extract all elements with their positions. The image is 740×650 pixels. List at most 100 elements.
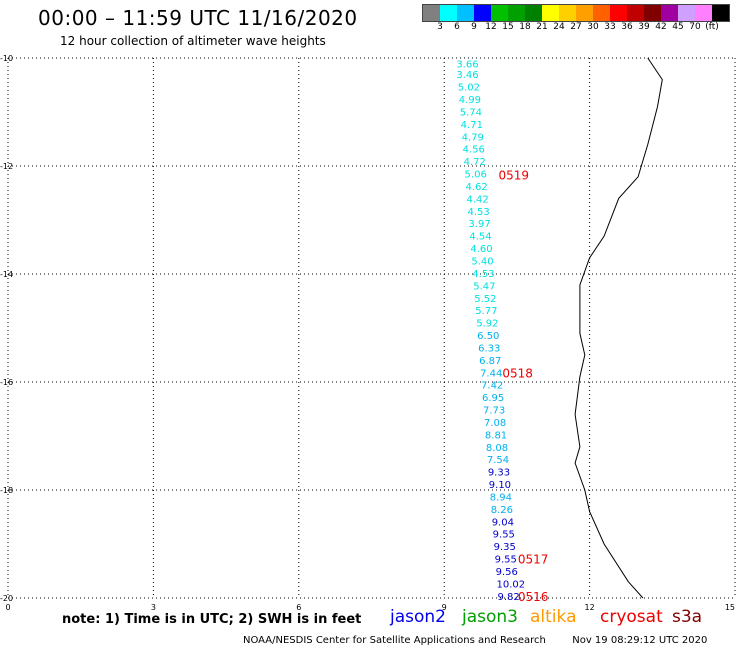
color-swatch xyxy=(423,5,440,21)
latitude-tick-label: -12 xyxy=(0,162,13,171)
swh-value: 4.53 xyxy=(472,269,494,280)
latitude-tick-label: -10 xyxy=(0,54,13,63)
swh-value: 6.33 xyxy=(478,343,500,354)
color-scale-label: 27 xyxy=(570,22,582,32)
grid-lines xyxy=(7,57,736,599)
color-swatch xyxy=(508,5,525,21)
longitude-tick-label: 12 xyxy=(585,603,595,612)
swh-value: 9.35 xyxy=(494,542,516,553)
pass-time-label: 0516 xyxy=(518,590,549,604)
generated-timestamp: Nov 19 08:29:12 UTC 2020 xyxy=(572,635,708,646)
satellite-s3a: s3a xyxy=(672,607,703,627)
swh-value: 4.72 xyxy=(464,157,486,168)
coastline xyxy=(574,57,663,599)
swh-value: 7.08 xyxy=(484,418,506,429)
swh-value: 7.42 xyxy=(481,381,503,392)
color-scale-label: 15 xyxy=(502,22,514,32)
latitude-tick-label: -20 xyxy=(0,594,13,603)
pass-time-label: 0517 xyxy=(518,553,549,567)
swh-value: 9.04 xyxy=(492,517,514,528)
page-title: 00:00 – 11:59 UTC 11/16/2020 xyxy=(38,6,358,30)
swh-value: 9.82 xyxy=(498,592,520,603)
swh-value: 4.62 xyxy=(466,182,488,193)
swh-value: 4.60 xyxy=(470,244,492,255)
swh-value: 3.97 xyxy=(468,219,490,230)
swh-value: 5.92 xyxy=(476,319,498,330)
color-scale-label: 45 xyxy=(672,22,684,32)
longitude-tick-label: 3 xyxy=(151,603,156,612)
color-scale-label: 18 xyxy=(519,22,531,32)
page-subtitle: 12 hour collection of altimeter wave hei… xyxy=(60,34,326,48)
color-swatch xyxy=(695,5,712,21)
color-swatch xyxy=(644,5,661,21)
color-swatch xyxy=(627,5,644,21)
latitude-tick-label: -14 xyxy=(0,270,13,279)
swh-value: 5.77 xyxy=(475,306,497,317)
color-swatch xyxy=(440,5,457,21)
swh-value: 6.87 xyxy=(479,356,501,367)
color-scale-label: 36 xyxy=(621,22,633,32)
color-scale-label: 30 xyxy=(587,22,599,32)
swh-value: 4.99 xyxy=(459,95,481,106)
color-swatch xyxy=(712,5,729,21)
satellite-track: 3.663.46 5.024.995.74 4.714.79 4.564.72 5.06… xyxy=(456,59,548,603)
satellite-altika: altika xyxy=(530,607,577,627)
color-swatch xyxy=(593,5,610,21)
color-scale-label: 42 xyxy=(655,22,667,32)
longitude-tick-label: 15 xyxy=(725,603,735,612)
color-swatch xyxy=(491,5,508,21)
swh-value: 5.74 xyxy=(460,107,482,118)
coastline-path xyxy=(574,57,663,599)
swh-value: 9.33 xyxy=(488,468,510,479)
swh-value: 8.81 xyxy=(485,430,507,441)
color-scale-label: 12 xyxy=(485,22,497,32)
swh-value: 4.42 xyxy=(466,194,488,205)
longitude-tick-label: 9 xyxy=(442,603,447,612)
swh-value: 9.10 xyxy=(489,480,511,491)
swh-value: 8.08 xyxy=(486,443,508,454)
swh-value: 3.66 xyxy=(456,59,478,70)
swh-value: 3.46 xyxy=(456,70,478,81)
swh-value: 5.52 xyxy=(474,294,496,305)
swh-value: 4.56 xyxy=(463,145,485,156)
color-swatch xyxy=(559,5,576,21)
axis-tick-labels: -10 -12 -14 -16 -18 -200 3 6 9 12 15 xyxy=(0,54,735,612)
swh-value: 7.44 xyxy=(480,368,502,379)
swh-value: 4.54 xyxy=(469,232,491,243)
swh-value: 8.94 xyxy=(490,492,512,503)
swh-value: 4.79 xyxy=(462,132,484,143)
satellite-cryosat: cryosat xyxy=(600,607,663,627)
swh-value: 6.95 xyxy=(482,393,504,404)
color-swatch xyxy=(576,5,593,21)
color-scale-label: 6 xyxy=(454,22,460,32)
swh-value: 10.02 xyxy=(497,579,526,590)
swh-value: 7.73 xyxy=(483,406,505,417)
swh-value: 8.26 xyxy=(491,505,513,516)
color-scale-label: 3 xyxy=(437,22,443,32)
satellite-jason2: jason2 xyxy=(390,607,446,627)
color-scale-label: 39 xyxy=(638,22,650,32)
swh-value: 9.56 xyxy=(496,567,518,578)
color-swatch xyxy=(542,5,559,21)
color-swatch xyxy=(661,5,678,21)
color-scale-label: 33 xyxy=(604,22,616,32)
credit-text: NOAA/NESDIS Center for Satellite Applica… xyxy=(243,635,546,646)
color-swatch xyxy=(610,5,627,21)
swh-value: 7.54 xyxy=(487,455,509,466)
satellite-jason3: jason3 xyxy=(462,607,518,627)
longitude-tick-label: 6 xyxy=(296,603,301,612)
swh-value: 5.40 xyxy=(471,257,493,268)
color-scale-label: 9 xyxy=(471,22,477,32)
color-swatch xyxy=(678,5,695,21)
color-scale-label: 24 xyxy=(553,22,565,32)
swh-value: 4.53 xyxy=(467,207,489,218)
swh-value: 6.50 xyxy=(477,331,499,342)
swh-value: 5.02 xyxy=(458,83,480,94)
wave-height-color-scale xyxy=(422,4,730,22)
color-swatch xyxy=(525,5,542,21)
color-swatch xyxy=(474,5,491,21)
swh-value: 5.06 xyxy=(465,170,487,181)
color-scale-label: 70 xyxy=(689,22,701,32)
longitude-tick-label: 0 xyxy=(5,603,10,612)
